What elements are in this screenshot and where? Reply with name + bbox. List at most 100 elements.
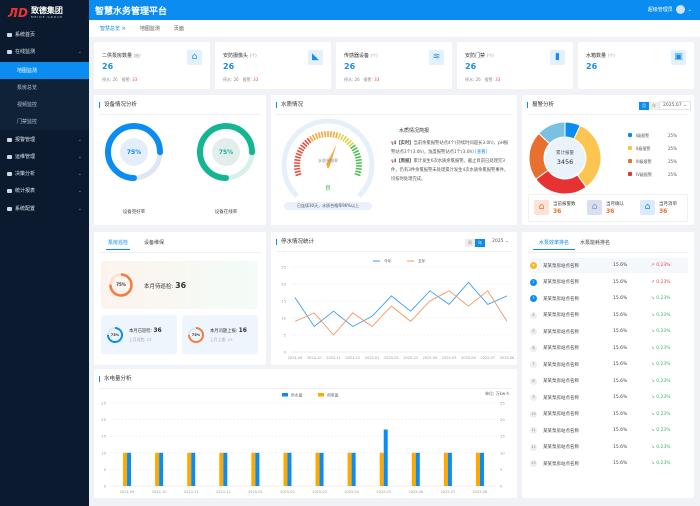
- door-icon: ▮: [550, 50, 565, 65]
- sidebar-item[interactable]: 在线监测 ⌄: [0, 43, 89, 60]
- sidebar-item[interactable]: 系统配置 ⌄: [0, 200, 89, 217]
- bar: [283, 452, 288, 486]
- inspection-panel: 泵房巡检 设备维保 75% 本月待巡检: 36 75% 本月已巡检: 36 上月…: [94, 232, 266, 365]
- tab-maintenance[interactable]: 设备维保: [144, 240, 165, 246]
- station-name: 某某泵房站点名称: [543, 461, 579, 467]
- view-link[interactable]: [查看]: [475, 150, 488, 155]
- efficiency: 15.6%: [613, 329, 628, 334]
- user-name: 超级管理员: [647, 7, 673, 13]
- x-tick-label: 2025-03: [403, 356, 418, 360]
- bar: [319, 452, 324, 486]
- gauge-outer-ring: [281, 118, 375, 198]
- station-name: 某某泵房站点名称: [543, 313, 579, 318]
- table-row[interactable]: 12 某某泵房站点名称 15.6% ↘ 0.23%: [530, 440, 688, 455]
- sidebar-item[interactable]: 统计报表 ⌄: [0, 182, 89, 199]
- sensor-icon: ≋: [429, 50, 444, 65]
- table-row[interactable]: 6 某某泵房站点名称 15.6% ↘ 0.23%: [530, 341, 688, 356]
- tab-pump-inspection[interactable]: 泵房巡检: [106, 239, 130, 250]
- sidebar-item[interactable]: 决策分析 ⌄: [0, 165, 89, 182]
- x-tick-label: 2024-09: [120, 490, 135, 494]
- sidebar-item[interactable]: 地图监测: [0, 62, 89, 79]
- table-row[interactable]: 3 某某泵房站点名称 15.6% ↘ 0.23%: [530, 291, 688, 306]
- x-tick-label: 2025-05: [442, 356, 457, 360]
- tab-efficiency[interactable]: 水泵效率排名: [533, 239, 575, 250]
- sidebar-item[interactable]: 系统首页: [0, 26, 89, 43]
- gauge-tick: [298, 147, 305, 152]
- alarm-kpi: ⌂ 当月消单 36: [640, 199, 690, 219]
- tank-icon: ▣: [671, 50, 686, 65]
- app-title: 智慧水务管理平台: [95, 7, 168, 17]
- gauge-tick: [317, 132, 321, 139]
- trend: ↘ 0.23%: [651, 312, 671, 318]
- stat-card: 传感器设备 (个) 26 停水: 26 报警: 33 ≋: [336, 42, 452, 89]
- chevron-down-icon: ⌄: [77, 187, 82, 194]
- table-row[interactable]: 5 某某泵房站点名称 15.6% ↘ 0.23%: [530, 324, 688, 339]
- ring-label: 设备完好率: [123, 208, 146, 215]
- trend: ↘ 0.23%: [651, 345, 671, 351]
- gauge-tick: [339, 134, 345, 141]
- table-row[interactable]: 2 某某泵房站点名称 15.6% ↗ 0.23%: [530, 275, 688, 290]
- table-row[interactable]: 11 某某泵房站点名称 15.6% ↘ 0.23%: [530, 423, 688, 438]
- sub-label: 本月问题上报:: [210, 329, 239, 334]
- legend-label: 用电量: [327, 393, 339, 398]
- gauge-tick: [304, 139, 310, 146]
- sidebar-item[interactable]: 视频监控: [0, 96, 89, 113]
- gauge-tick: [294, 155, 302, 159]
- table-row[interactable]: 8 某某泵房站点名称 15.6% ↘ 0.23%: [530, 374, 688, 389]
- table-row[interactable]: 7 某某泵房站点名称 15.6% ↘ 0.23%: [530, 357, 688, 372]
- x-tick-label: 2024-11: [184, 490, 199, 494]
- y2-tick-label: 20: [500, 417, 505, 422]
- stat-label: 水箱数量: [586, 53, 607, 59]
- avatar: [675, 5, 685, 14]
- table-row[interactable]: 4 某某泵房站点名称 15.6% ↘ 0.23%: [530, 308, 688, 323]
- gauge-tick: [324, 131, 327, 138]
- y-tick-label: 0: [104, 484, 107, 489]
- trend: ↘ 0.23%: [651, 329, 671, 334]
- y-tick-label: 10: [101, 450, 106, 455]
- tab-energy[interactable]: 水泵能耗排名: [580, 240, 611, 246]
- gauge-tick: [294, 158, 301, 162]
- stat-label: 安防门禁: [465, 53, 486, 59]
- user-menu[interactable]: 超级管理员 ⌄: [648, 5, 692, 14]
- legend-swatch: [628, 133, 632, 137]
- toggle-year[interactable]: 年: [475, 239, 485, 247]
- year-select[interactable]: 2025 ⌄: [492, 239, 509, 244]
- table-row[interactable]: 9 某某泵房站点名称 15.6% ↘ 0.23%: [530, 390, 688, 405]
- stat-stop: 停水: 26: [223, 77, 239, 82]
- tab-overview[interactable]: 智慧总览 ×: [100, 26, 126, 32]
- gauge-tick: [294, 170, 301, 174]
- home-icon: ⌂: [187, 50, 202, 65]
- gauge-tick: [354, 155, 362, 159]
- bar: [351, 452, 356, 486]
- sidebar-item-label: 系统配置: [15, 206, 36, 212]
- x-tick-label: 2025-08: [500, 356, 515, 360]
- tab-page[interactable]: 页面: [173, 26, 184, 32]
- rank-badge: 2: [530, 278, 537, 286]
- table-row[interactable]: 10 某某泵房站点名称 15.6% ↘ 0.23%: [530, 407, 688, 422]
- toggle-year[interactable]: 年: [649, 102, 659, 110]
- bar: [347, 452, 352, 486]
- sidebar-item[interactable]: 运维管理 ⌄: [0, 148, 89, 165]
- stat-alarm: 33: [495, 77, 501, 82]
- sidebar-item[interactable]: 泵房总览: [0, 79, 89, 96]
- chevron-down-icon: ⌄: [77, 205, 82, 212]
- rank-badge: 7: [530, 361, 537, 368]
- close-icon[interactable]: ×: [121, 26, 126, 32]
- tab-map[interactable]: 地图监测: [139, 26, 160, 32]
- shield-icon: [7, 188, 12, 193]
- trend: ↘ 0.23%: [651, 395, 671, 400]
- x-tick-label: 2024-09: [288, 356, 303, 360]
- bar: [443, 452, 448, 486]
- note-weekly: 📢【周报】累计发生6次水质余氯报警。截止目前已处理完3件，仍有3件余氯报警未处理…: [391, 159, 509, 182]
- sidebar-item[interactable]: 门禁监控: [0, 113, 89, 130]
- chevron-down-icon: ⌄: [77, 170, 82, 177]
- table-row[interactable]: 13 某某泵房站点名称 15.6% ↘ 0.23%: [530, 456, 688, 471]
- stat-unit: (个): [249, 53, 257, 58]
- toggle-week[interactable]: 周: [465, 239, 475, 247]
- bar: [223, 452, 228, 486]
- sidebar-item[interactable]: 报警管理 ⌄: [0, 131, 89, 148]
- y-tick-label: 5: [104, 467, 107, 472]
- period-select[interactable]: 2025.07 ⌄: [659, 101, 691, 110]
- toggle-month[interactable]: 月: [639, 102, 649, 110]
- table-row[interactable]: ★ 某某泵房站点名称 15.6% ↗ 0.23%: [530, 258, 688, 273]
